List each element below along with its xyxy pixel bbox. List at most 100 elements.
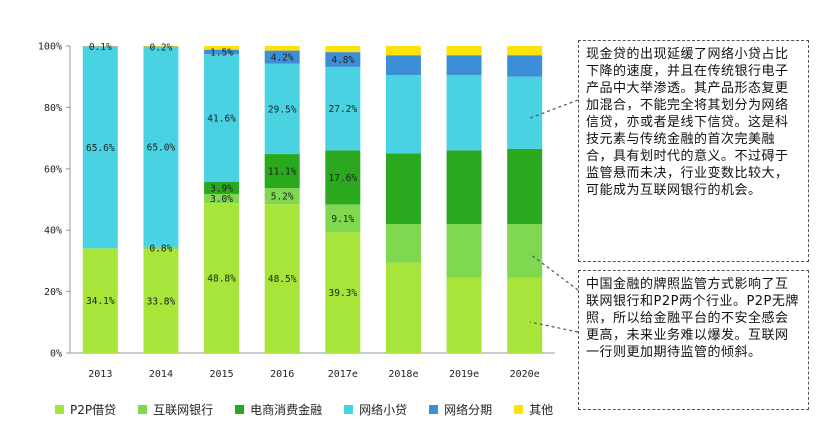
legend-swatch [514,405,524,414]
bar-segment [82,248,118,353]
bar-segment [204,182,240,194]
data-label: 0.1% [89,42,112,53]
bar-segment [325,46,361,53]
data-label: 1.5% [210,47,233,58]
legend-item: P2P借贷 [55,401,116,418]
bar-segment [204,46,240,50]
data-label: 48.8% [207,274,236,285]
legend-item: 电商消费金融 [235,401,322,418]
bar-segment [385,55,421,76]
bar-segment [204,49,240,55]
data-label: 11.1% [268,167,297,178]
bar-segment [143,46,179,47]
legend-label: 其他 [529,403,554,417]
bar-segment [325,232,361,353]
y-tick-label: 100% [38,42,62,53]
bar-segment [264,188,300,205]
data-label: 29.5% [268,104,297,115]
data-label: 3.0% [210,194,233,205]
legend-label: P2P借贷 [70,403,117,417]
bar-segment [446,75,482,151]
bar-segment [325,150,361,205]
bar-segment [143,46,179,48]
bar-segment [204,54,240,183]
y-tick-label: 40% [44,226,62,237]
data-label: 0.8% [149,244,172,255]
data-label: 9.1% [331,214,354,225]
bar-segment [446,150,482,225]
x-tick-label: 2014 [149,369,173,380]
data-label: 17.6% [329,173,358,184]
bar-segment [325,52,361,67]
bar-segment [264,50,300,64]
data-label: 3.9% [210,183,233,194]
connector-line [529,321,579,333]
bars [82,46,543,353]
legend: P2P借贷 互联网银行 电商消费金融 网络小贷 网络分期 其他 [55,401,575,418]
legend-item: 互联网银行 [138,401,213,418]
legend-swatch [138,405,148,414]
bar-segment [507,46,543,56]
bar-segment [507,277,543,353]
bar-segment [446,224,482,278]
legend-swatch [235,405,245,414]
legend-swatch [344,405,354,414]
bar-segment [264,204,300,353]
data-label: 34.1% [86,296,115,307]
legend-item: 其他 [514,401,553,418]
bar-segment [143,249,179,353]
data-label: 4.8% [331,55,354,66]
x-axis: 2013 2014 2015 2016 2017e 2018e 2019e 2020e [88,369,539,380]
bar-segment [143,246,179,250]
x-tick-label: 2020e [510,369,540,380]
y-tick-label: 0% [50,349,62,360]
y-tick-label: 60% [44,164,62,175]
data-label: 0.2% [149,42,172,53]
bar-segment [264,154,300,189]
x-tick-label: 2017e [328,369,358,380]
legend-label: 互联网银行 [153,403,214,417]
bar-segment [204,193,240,204]
y-tick-label: 80% [44,103,62,114]
legend-item: 网络小贷 [344,401,407,418]
bar-segment [264,46,300,51]
data-label: 4.2% [271,53,294,64]
bar-segment [446,46,482,56]
bar-segment [507,55,543,77]
bar-segment [204,203,240,353]
bar-segment [385,153,421,225]
legend-label: 电商消费金融 [250,403,323,417]
connector-line [529,99,579,119]
annotation-box-cash-loan: 现金贷的出现延缓了网络小贷占比下降的速度，并且在传统银行电子产品中大举渗透。其产… [578,40,809,262]
data-label: 33.8% [147,297,176,308]
data-label: 48.5% [268,274,297,285]
data-label: 65.0% [147,143,176,154]
annotation-box-license-regulation: 中国金融的牌照监管方式影响了互联网银行和P2P两个行业。P2P无牌照，所以给金融… [578,270,809,410]
y-tick-label: 20% [44,287,62,298]
legend-swatch [55,405,64,414]
data-label: 39.3% [329,288,358,299]
data-label: 5.2% [271,192,294,203]
bar-segment [325,66,361,151]
data-labels: 34.1% 65.6% 0.1% 33.8% 0.8% 65.0% 0.2% 48.8% 3.0… [86,42,357,308]
bar-segment [82,46,118,249]
legend-swatch [429,405,439,414]
x-tick-label: 2016 [270,369,294,380]
x-tick-label: 2019e [449,369,479,380]
connector-line [529,253,579,291]
x-tick-label: 2018e [388,369,418,380]
bar-segment [385,262,421,353]
data-label: 27.2% [329,104,358,115]
bar-segment [507,224,543,278]
x-tick-label: 2013 [88,369,112,380]
bar-segment [143,47,179,247]
data-label: 41.6% [207,114,236,125]
bar-segment [82,46,118,47]
bar-segment [385,46,421,56]
bar-segment [446,55,482,76]
legend-label: 网络小贷 [359,403,408,417]
bar-segment [446,277,482,353]
bar-segment [385,224,421,263]
legend-item: 网络分期 [429,401,492,418]
